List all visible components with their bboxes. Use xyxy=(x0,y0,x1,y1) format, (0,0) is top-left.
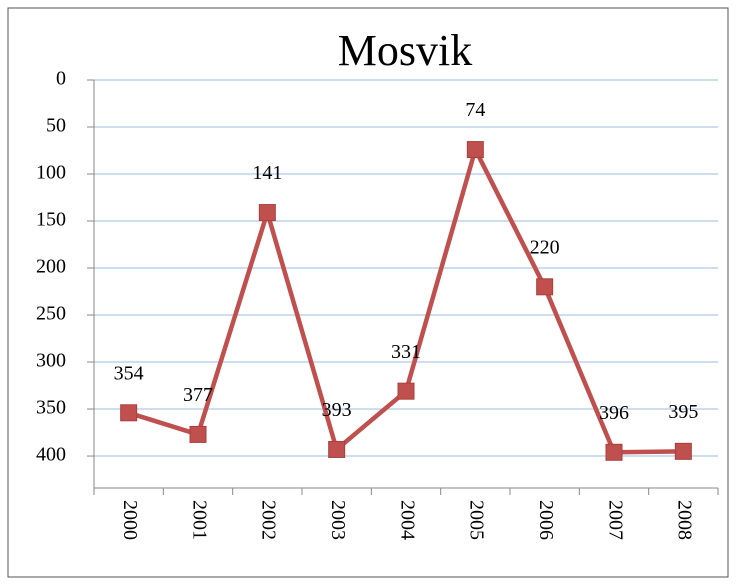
data-marker xyxy=(466,141,484,159)
x-tick-label: 2006 xyxy=(535,500,557,540)
data-marker xyxy=(674,442,692,460)
x-tick-label: 2002 xyxy=(258,500,280,540)
x-tick-label: 2007 xyxy=(604,500,626,540)
data-marker xyxy=(258,204,276,222)
data-marker xyxy=(120,404,138,422)
y-tick-label: 300 xyxy=(36,350,66,372)
x-tick-label: 2003 xyxy=(327,500,349,540)
y-tick-label: 200 xyxy=(36,256,66,278)
data-label: 141 xyxy=(252,162,282,184)
x-tick-label: 2000 xyxy=(119,500,141,540)
x-tick-label: 2004 xyxy=(396,500,418,540)
y-tick-label: 400 xyxy=(36,444,66,466)
y-tick-label: 150 xyxy=(36,209,66,231)
data-marker xyxy=(397,382,415,400)
data-label: 220 xyxy=(530,236,560,258)
data-label: 396 xyxy=(599,402,629,424)
data-marker xyxy=(189,425,207,443)
data-marker xyxy=(328,440,346,458)
data-label: 331 xyxy=(391,341,421,363)
y-tick-label: 0 xyxy=(56,68,66,90)
chart-frame xyxy=(7,7,729,578)
data-label: 395 xyxy=(668,401,698,423)
data-label: 354 xyxy=(114,362,144,384)
x-tick-label: 2001 xyxy=(188,500,210,540)
data-label: 74 xyxy=(465,99,485,121)
x-tick-label: 2005 xyxy=(466,500,488,540)
data-label: 393 xyxy=(322,399,352,421)
y-tick-label: 250 xyxy=(36,303,66,325)
y-tick-label: 100 xyxy=(36,162,66,184)
chart-title: Mosvik xyxy=(338,26,472,75)
y-tick-label: 350 xyxy=(36,397,66,419)
y-tick-label: 50 xyxy=(46,115,66,137)
x-tick-label: 2008 xyxy=(674,500,696,540)
data-marker xyxy=(605,443,623,461)
data-label: 377 xyxy=(183,384,213,406)
data-marker xyxy=(536,278,554,296)
